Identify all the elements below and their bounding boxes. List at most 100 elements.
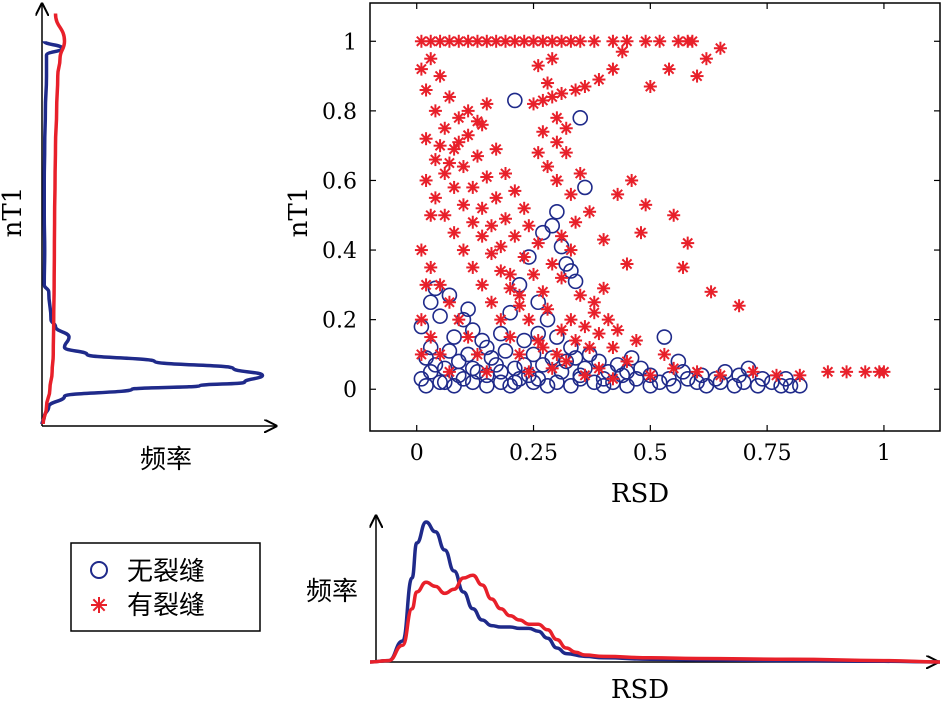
scatter-x-axis-label: RSD bbox=[611, 479, 669, 509]
scatter-point-fracture-stroke bbox=[565, 189, 577, 200]
scatter-point-fracture-stroke bbox=[453, 314, 465, 325]
scatter-point-fracture-stroke bbox=[607, 35, 619, 47]
scatter-point-fracture bbox=[732, 299, 746, 313]
scatter-point-fracture bbox=[452, 111, 466, 125]
scatter-point-fracture-stroke bbox=[542, 77, 553, 89]
scatter-point-fracture-stroke bbox=[523, 314, 535, 325]
scatter-point-fracture bbox=[625, 173, 639, 187]
scatter-point-fracture bbox=[573, 34, 587, 48]
scatter-point-fracture-stroke bbox=[518, 202, 530, 214]
scatter-point-fracture bbox=[559, 121, 573, 135]
scatter-point-no-fracture bbox=[726, 377, 743, 394]
scatter-point-fracture bbox=[629, 334, 643, 348]
scatter-point-fracture-stroke bbox=[504, 283, 516, 294]
scatter-point-fracture bbox=[620, 257, 634, 271]
scatter-point-fracture bbox=[606, 340, 620, 354]
scatter-point-fracture bbox=[840, 365, 854, 379]
scatter-point-no-fracture bbox=[507, 374, 523, 391]
scatter-point-no-fracture bbox=[502, 377, 518, 394]
scatter-point-no-fracture bbox=[493, 364, 509, 380]
scatter-point-fracture-stroke bbox=[556, 230, 567, 242]
scatter-point-fracture bbox=[522, 313, 536, 327]
scatter-point-fracture-stroke bbox=[458, 199, 469, 211]
scatter-point-fracture-stroke bbox=[486, 220, 497, 232]
scatter-point-fracture bbox=[489, 142, 503, 156]
scatter-point-fracture-stroke bbox=[607, 342, 619, 353]
scatter-plot: 0 0.25 0.5 0.75 1 0 0.2 0.4 0.6 0.8 1 RSD nT1 bbox=[284, 2, 941, 509]
scatter-point-fracture bbox=[475, 229, 489, 243]
scatter-point-fracture bbox=[587, 34, 601, 48]
scatter-point-fracture-stroke bbox=[584, 206, 595, 218]
scatter-point-fracture bbox=[466, 260, 480, 274]
scatter-point-fracture-stroke bbox=[453, 112, 465, 124]
scatter-point-fracture-stroke bbox=[462, 105, 474, 117]
scatter-point-fracture-stroke bbox=[593, 328, 605, 339]
scatter-point-fracture bbox=[433, 347, 447, 361]
scatter-point-fracture-stroke bbox=[462, 129, 474, 141]
scatter-point-fracture-stroke bbox=[556, 324, 567, 336]
scatter-point-fracture-stroke bbox=[462, 331, 474, 343]
scatter-point-fracture bbox=[442, 295, 456, 309]
scatter-point-fracture bbox=[452, 313, 466, 327]
scatter-point-fracture bbox=[550, 173, 564, 187]
scatter-x-tick-label: 0.75 bbox=[743, 441, 792, 466]
scatter-point-fracture bbox=[615, 45, 629, 59]
scatter-point-fracture-stroke bbox=[551, 112, 563, 124]
scatter-point-fracture bbox=[536, 125, 550, 139]
scatter-y-tick-label: 0.2 bbox=[322, 309, 357, 334]
scatter-point-fracture bbox=[470, 347, 484, 361]
scatter-point-fracture-stroke bbox=[504, 331, 516, 343]
scatter-point-fracture bbox=[498, 34, 512, 48]
scatter-point-fracture bbox=[592, 361, 606, 375]
scatter-point-fracture-stroke bbox=[495, 265, 507, 277]
scatter-point-fracture-stroke bbox=[691, 366, 703, 378]
scatter-point-no-fracture bbox=[572, 110, 589, 126]
scatter-point-no-fracture bbox=[586, 374, 603, 391]
scatter-point-fracture bbox=[550, 111, 564, 125]
scatter-point-fracture bbox=[513, 299, 527, 313]
scatter-point-no-fracture bbox=[502, 304, 518, 321]
scatter-point-no-fracture bbox=[595, 377, 612, 394]
scatter-point-fracture-stroke bbox=[523, 220, 535, 232]
scatter-point-fracture-stroke bbox=[444, 91, 455, 103]
scatter-point-fracture bbox=[713, 41, 727, 55]
scatter-point-fracture-stroke bbox=[514, 349, 525, 360]
left-density-plot: 频率 nT1 bbox=[0, 4, 276, 475]
scatter-point-fracture bbox=[541, 302, 555, 316]
scatter-point-no-fracture bbox=[483, 350, 500, 366]
scatter-point-fracture-stroke bbox=[453, 35, 465, 47]
scatter-point-fracture-stroke bbox=[528, 35, 539, 47]
scatter-point-fracture bbox=[545, 361, 559, 375]
left-density-x-axis-label: 频率 bbox=[140, 445, 192, 475]
scatter-point-no-fracture bbox=[651, 374, 668, 391]
scatter-point-fracture-stroke bbox=[570, 335, 581, 346]
scatter-point-fracture bbox=[428, 104, 442, 118]
scatter-point-fracture bbox=[569, 83, 583, 97]
scatter-point-fracture bbox=[466, 215, 480, 229]
scatter-point-fracture-stroke bbox=[486, 296, 497, 308]
scatter-point-no-fracture bbox=[479, 377, 495, 394]
scatter-x-tick-label: 0.5 bbox=[633, 441, 668, 466]
scatter-point-fracture-stroke bbox=[715, 42, 726, 54]
scatter-x-tick-label: 0.25 bbox=[509, 441, 558, 466]
scatter-point-fracture bbox=[508, 184, 522, 198]
scatter-point-fracture bbox=[555, 229, 569, 243]
scatter-point-no-fracture bbox=[558, 353, 575, 370]
scatter-point-fracture-stroke bbox=[560, 122, 572, 134]
scatter-point-fracture-stroke bbox=[420, 175, 432, 186]
scatter-point-no-fracture bbox=[525, 346, 542, 363]
scatter-point-fracture-stroke bbox=[425, 331, 437, 343]
scatter-point-fracture bbox=[475, 118, 489, 132]
scatter-point-fracture bbox=[475, 201, 489, 215]
scatter-point-fracture-stroke bbox=[822, 366, 834, 378]
scatter-point-fracture bbox=[573, 167, 587, 181]
scatter-point-no-fracture bbox=[549, 374, 565, 391]
scatter-point-fracture bbox=[475, 278, 489, 292]
scatter-point-fracture bbox=[498, 212, 512, 226]
scatter-point-fracture bbox=[461, 104, 475, 118]
scatter-point-fracture-stroke bbox=[551, 136, 563, 148]
scatter-point-fracture bbox=[480, 170, 494, 184]
scatter-point-fracture-stroke bbox=[715, 370, 726, 381]
scatter-point-fracture-stroke bbox=[509, 230, 521, 242]
scatter-point-fracture bbox=[541, 76, 555, 90]
